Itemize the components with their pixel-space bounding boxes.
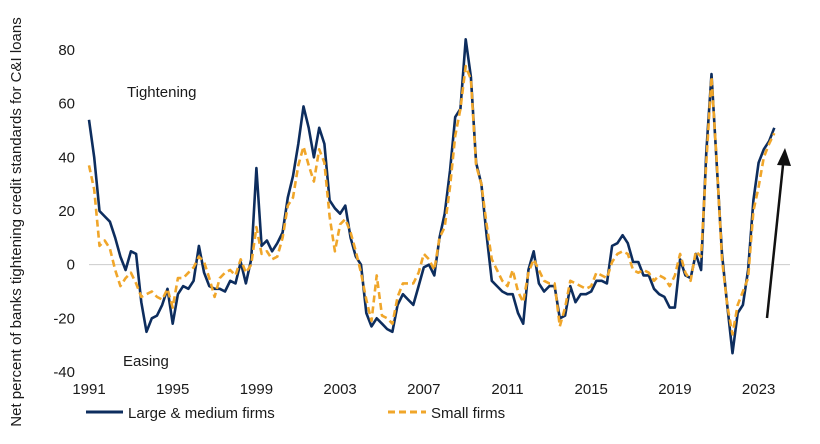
- x-tick-label: 1999: [240, 381, 273, 398]
- x-tick-label: 2011: [491, 381, 523, 398]
- y-tick-label: 80: [58, 42, 75, 59]
- annotation-tightening: Tightening: [127, 84, 197, 101]
- legend: Large & medium firms Small firms: [86, 405, 505, 422]
- x-tick-label: 1991: [72, 381, 105, 398]
- x-axis-ticks: 1991 1995 1999 2003 2007 2011 2015 2019 2023: [72, 381, 775, 398]
- series-line-small-firms: [87, 64, 776, 336]
- annotation-easing: Easing: [123, 353, 169, 370]
- x-tick-label: 2019: [658, 381, 691, 398]
- trend-arrow-head: [777, 148, 791, 166]
- y-tick-label: 20: [58, 203, 75, 220]
- trend-arrow-shaft: [765, 164, 785, 319]
- y-axis-label: Net percent of banks tightening credit s…: [8, 17, 25, 426]
- y-tick-label: 40: [58, 149, 75, 166]
- series-layer: [87, 38, 776, 355]
- y-tick-label: -40: [53, 364, 75, 381]
- y-tick-label: -20: [53, 310, 75, 327]
- trend-arrow: [765, 148, 791, 319]
- y-axis-ticks: 80 60 40 20 0 -20 -40: [53, 42, 75, 381]
- x-tick-label: 2015: [575, 381, 608, 398]
- series-line-large-medium-firms: [87, 38, 776, 355]
- x-tick-label: 2007: [407, 381, 440, 398]
- y-tick-label: 0: [67, 257, 75, 274]
- y-tick-label: 60: [58, 96, 75, 113]
- x-tick-label: 2003: [323, 381, 356, 398]
- x-tick-label: 2023: [742, 381, 775, 398]
- x-tick-label: 1995: [156, 381, 189, 398]
- legend-label-small: Small firms: [431, 405, 505, 422]
- legend-label-large-medium: Large & medium firms: [128, 405, 275, 422]
